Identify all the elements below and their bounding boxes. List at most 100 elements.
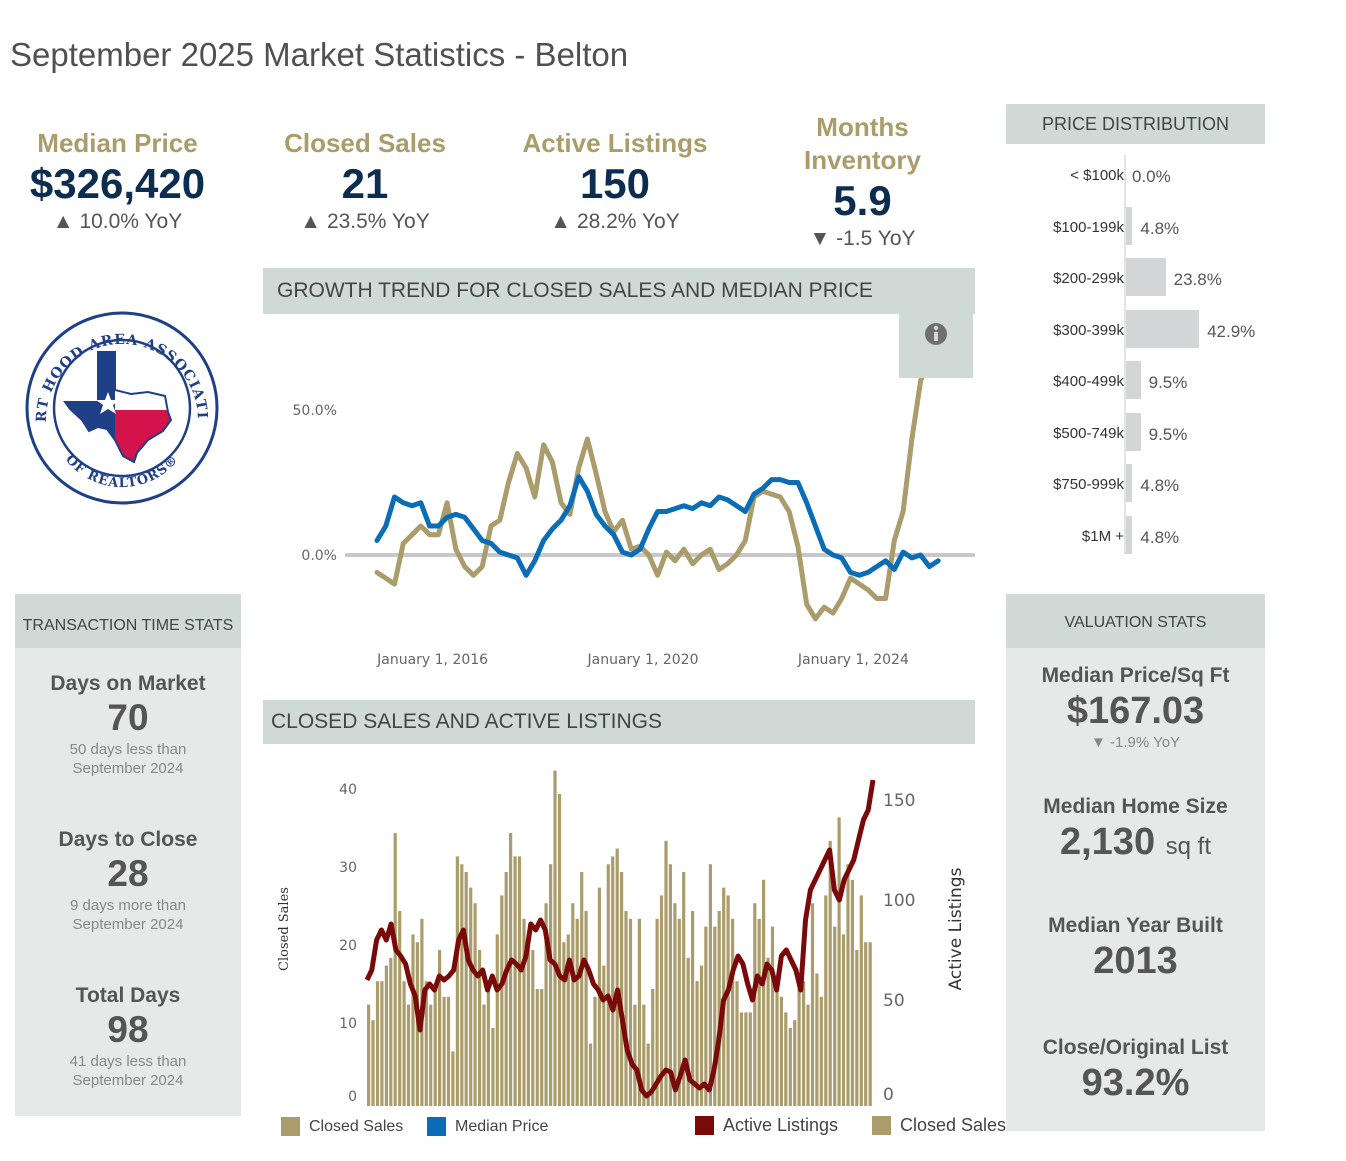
closed-sales-bar	[615, 848, 619, 1106]
kpi-label: Months	[816, 112, 909, 142]
info-button[interactable]	[899, 314, 973, 378]
kpi-value: 150	[579, 160, 651, 207]
price-distribution-row: $300-399k 42.9%	[1010, 309, 1270, 350]
closed-sales-bar	[864, 942, 868, 1106]
closed-sales-bar	[380, 981, 384, 1106]
closed-sales-bar	[402, 981, 406, 1106]
kpi-label: Inventory	[803, 145, 922, 175]
closed-sales-bar	[784, 1012, 788, 1106]
legend-active-listings: Active Listings	[695, 1115, 838, 1136]
growth-trend-header: GROWTH TREND FOR CLOSED SALES AND MEDIAN…	[263, 268, 975, 314]
closed-sales-bar	[611, 856, 615, 1106]
legend-closed-sales-2: Closed Sales	[872, 1115, 1006, 1136]
price-pct-label: 4.8%	[1140, 476, 1180, 495]
price-distribution-bar	[1124, 309, 1200, 348]
closed-sales-bar	[544, 903, 548, 1106]
closed-sales-bar	[673, 903, 677, 1106]
series-line-closed-sales	[374, 351, 932, 622]
closed-sales-bar	[793, 1020, 797, 1106]
transaction-time-panel: Days on Market 70 50 days less than Sept…	[15, 648, 241, 1116]
price-distribution-bar	[1124, 515, 1133, 554]
closed-sales-bar	[473, 903, 477, 1106]
closed-sales-bar	[802, 981, 806, 1106]
series-line-median-price	[374, 474, 941, 578]
price-distribution-bar	[1124, 464, 1133, 502]
median-home-size: Median Home Size 2,130 sq ft	[1043, 795, 1228, 863]
closed-sales-bar	[411, 934, 415, 1106]
closed-sales-bar	[651, 989, 655, 1106]
price-range-label: $100-199k	[1053, 218, 1124, 236]
y-tick-label: 50.0%	[293, 403, 337, 419]
down-arrow-icon: ▼	[1090, 734, 1106, 751]
closed-sales-bar	[837, 817, 841, 1106]
closed-sales-bar	[593, 996, 597, 1106]
kpi-median-price: Median Price $326,420 ▲ 10.0% YoY	[10, 127, 225, 236]
closed-sales-active-listings-chart: 0 10 20 30 40 0 50 100 150 Closed Sales Active Lis…	[277, 770, 966, 1106]
median-price-sqft: Median Price/Sq Ft $167.03 ▼ -1.9% YoY	[1041, 664, 1230, 751]
closed-sales-bar	[588, 1043, 593, 1106]
star-icon	[96, 392, 120, 414]
kpi-yoy: ▲ 23.5% YoY	[300, 210, 430, 233]
price-range-label: $300-399k	[1053, 321, 1124, 339]
closed-sales-bar	[482, 1004, 486, 1106]
price-distribution-bar	[1124, 412, 1141, 451]
closed-sales-bar	[375, 981, 380, 1106]
closed-sales-bar	[828, 840, 832, 1106]
price-distribution-bar	[1124, 258, 1166, 296]
closed-sales-bar	[655, 918, 659, 1106]
price-pct-label: 42.9%	[1207, 321, 1256, 341]
price-range-label: $750-999k	[1053, 476, 1124, 493]
closed-sales-bar	[726, 895, 730, 1106]
closed-sales-bar	[500, 895, 504, 1106]
kpi-value: 21	[341, 160, 389, 207]
closed-sales-bar	[841, 934, 846, 1106]
closed-sales-bar	[682, 872, 686, 1106]
closed-sales-bar	[398, 911, 402, 1106]
price-range-label: < $100k	[1070, 167, 1124, 184]
closed-sales-bar	[446, 996, 451, 1106]
closed-sales-bar	[438, 950, 442, 1106]
closed-sales-bar	[810, 903, 815, 1106]
closed-sales-bar	[668, 864, 672, 1106]
closed-sales-bar	[517, 856, 522, 1106]
kpi-yoy: ▲ 28.2% YoY	[550, 210, 680, 233]
y-tick-label: 0.0%	[301, 548, 337, 564]
transaction-time-header: TRANSACTION TIME STATS	[15, 594, 241, 648]
closed-sales-bar	[824, 895, 828, 1106]
closed-sales-bar	[491, 1028, 495, 1106]
closed-sales-bar	[469, 887, 473, 1106]
x-tick-label: January 1, 2020	[587, 652, 699, 668]
closed-sales-bar	[602, 965, 606, 1106]
closed-sales-active-listings-header: CLOSED SALES AND ACTIVE LISTINGS	[263, 700, 975, 744]
y-tick-label: 0	[348, 1089, 357, 1105]
price-pct-label: 9.5%	[1148, 373, 1188, 392]
legend-median-price: Median Price	[427, 1117, 548, 1136]
closed-sales-bar	[531, 950, 535, 1106]
up-arrow-icon: ▲	[52, 210, 74, 233]
y2-tick-label: 0	[883, 1085, 894, 1105]
y2-tick-label: 100	[883, 891, 915, 911]
closed-sales-bar	[433, 989, 437, 1106]
closed-sales-bar	[744, 1012, 748, 1106]
closed-sales-bar	[442, 996, 446, 1106]
closed-sales-bar	[731, 918, 735, 1106]
closed-sales-bar	[762, 879, 766, 1106]
closed-sales-bar	[753, 903, 757, 1106]
closed-sales-bar	[770, 926, 775, 1106]
closed-sales-bar	[779, 996, 783, 1106]
price-distribution-row: $500-749k 9.5%	[1010, 412, 1270, 453]
y2-tick-label: 50	[883, 991, 905, 1011]
price-distribution-header: PRICE DISTRIBUTION	[1006, 104, 1265, 144]
price-pct-label: 23.8%	[1173, 270, 1222, 289]
price-distribution-row: $1M + 4.8%	[1010, 515, 1270, 556]
x-tick-label: January 1, 2024	[797, 652, 909, 668]
closed-sales-bar	[495, 934, 499, 1106]
valuation-header: VALUATION STATS	[1006, 594, 1265, 648]
price-distribution-row: $750-999k 4.8%	[1010, 464, 1270, 504]
closed-sales-bar	[424, 981, 428, 1106]
y-tick-label: 10	[339, 1016, 357, 1032]
price-distribution-row: < $100k 0.0%	[1010, 155, 1270, 195]
closed-sales-bar	[850, 879, 854, 1106]
closed-sales-bar	[708, 864, 712, 1106]
closed-sales-bar	[566, 934, 570, 1106]
